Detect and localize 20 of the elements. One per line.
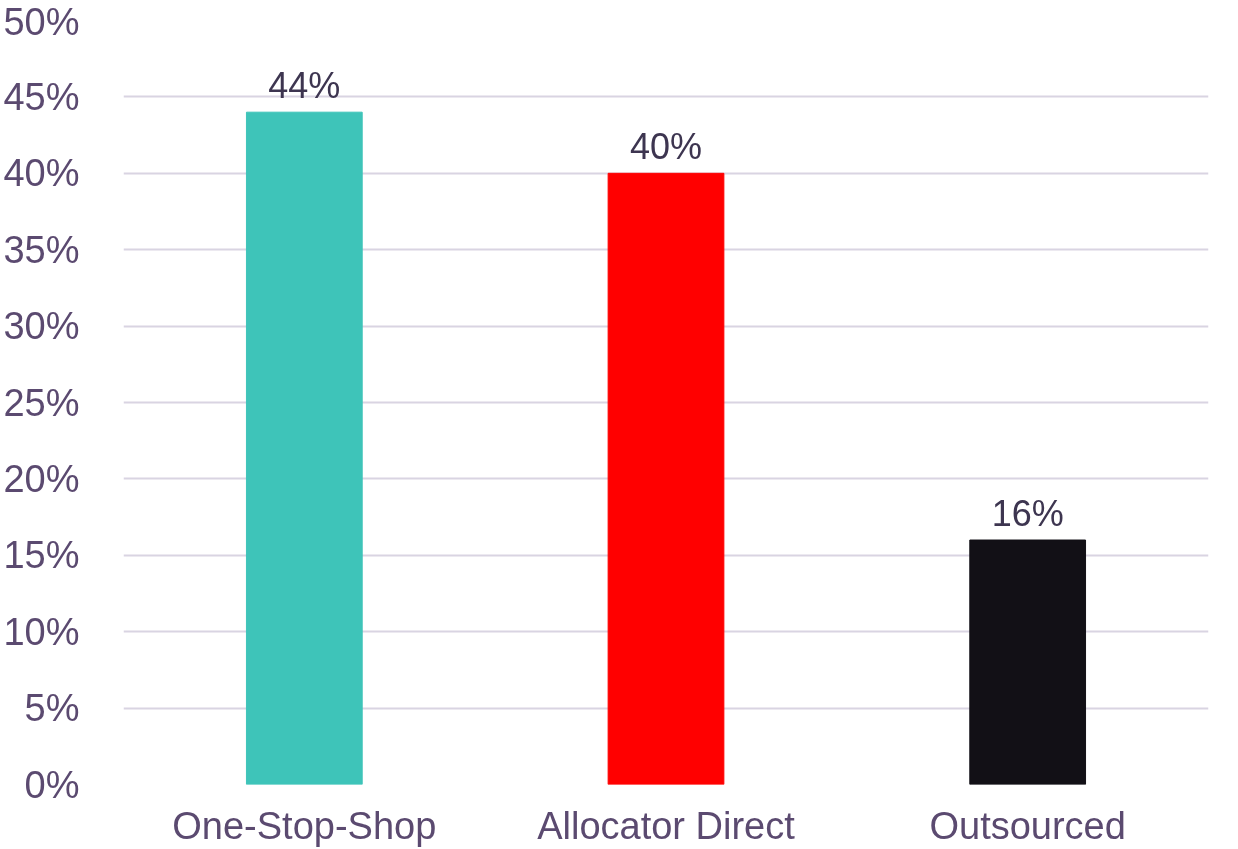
x-tick-label: Allocator Direct [537,804,796,847]
y-tick-label: 50% [3,0,80,43]
y-tick-label: 35% [3,228,80,271]
y-tick-label: 5% [24,687,80,730]
x-tick-label: One-Stop-Shop [172,804,437,847]
y-tick-label: 15% [3,534,80,577]
bar [607,172,725,785]
data-label: 16% [991,493,1064,535]
x-tick-label: Outsourced [929,804,1126,847]
y-tick-label: 25% [3,381,80,424]
y-tick-label: 40% [3,152,80,195]
y-tick-label: 10% [3,610,80,653]
bar [969,539,1087,785]
y-tick-label: 30% [3,305,80,348]
y-tick-label: 45% [3,75,80,118]
data-label: 44% [268,65,341,107]
y-tick-label: 20% [3,457,80,500]
bar [245,111,363,785]
data-label: 40% [629,126,703,168]
y-tick-label: 0% [24,763,80,806]
